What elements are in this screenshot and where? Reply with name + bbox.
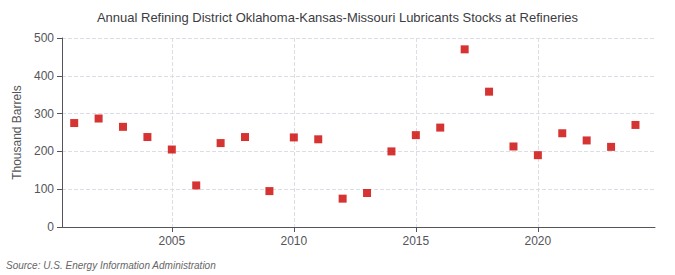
svg-text:400: 400: [34, 69, 54, 83]
svg-text:2020: 2020: [525, 234, 552, 248]
svg-text:500: 500: [34, 31, 54, 45]
svg-text:2005: 2005: [158, 234, 185, 248]
svg-text:2015: 2015: [402, 234, 429, 248]
svg-text:0: 0: [47, 220, 54, 234]
svg-text:300: 300: [34, 107, 54, 121]
svg-text:Annual Refining District Oklah: Annual Refining District Oklahoma-Kansas…: [97, 10, 579, 25]
svg-text:Thousand Barrels: Thousand Barrels: [10, 85, 24, 180]
svg-text:200: 200: [34, 144, 54, 158]
svg-text:100: 100: [34, 182, 54, 196]
svg-text:Source: U.S. Energy Informatio: Source: U.S. Energy Information Administ…: [6, 260, 216, 271]
svg-text:2010: 2010: [280, 234, 307, 248]
